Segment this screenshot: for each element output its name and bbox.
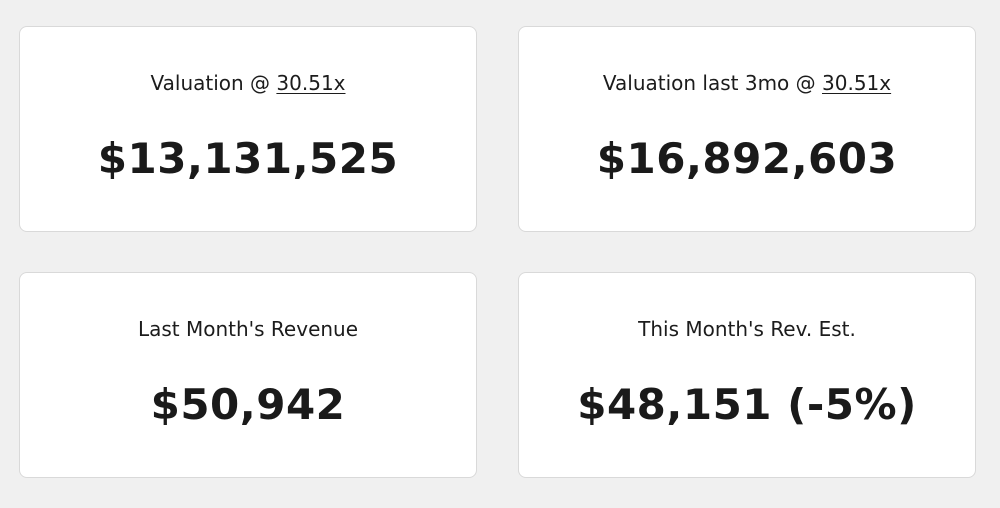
valuation-last-3mo-label: Valuation last 3mo @ 30.51x — [519, 69, 975, 97]
this-month-revenue-estimate-card: This Month's Rev. Est. $48,151 (-5%) — [518, 272, 976, 478]
last-month-revenue-card: Last Month's Revenue $50,942 — [19, 272, 477, 478]
valuation-last-3mo-value: $16,892,603 — [596, 134, 898, 183]
valuation-multiplier-link[interactable]: 30.51x — [276, 71, 346, 95]
last-month-revenue-value: $50,942 — [150, 380, 346, 429]
this-month-revenue-estimate-value: $48,151 (-5%) — [577, 380, 917, 429]
this-month-revenue-estimate-label: This Month's Rev. Est. — [638, 317, 856, 341]
valuation-last-3mo-card: Valuation last 3mo @ 30.51x $16,892,603 — [518, 26, 976, 232]
valuation-label-text: Valuation @ — [150, 71, 277, 95]
last-month-revenue-label: Last Month's Revenue — [137, 317, 359, 341]
valuation-label: Valuation @ 30.51x — [20, 69, 476, 97]
valuation-last-3mo-label-text: Valuation last 3mo @ — [602, 71, 823, 95]
valuation-value: $13,131,525 — [97, 134, 399, 183]
valuation-card: Valuation @ 30.51x $13,131,525 — [19, 26, 477, 232]
valuation-last-3mo-multiplier-link[interactable]: 30.51x — [822, 71, 892, 95]
